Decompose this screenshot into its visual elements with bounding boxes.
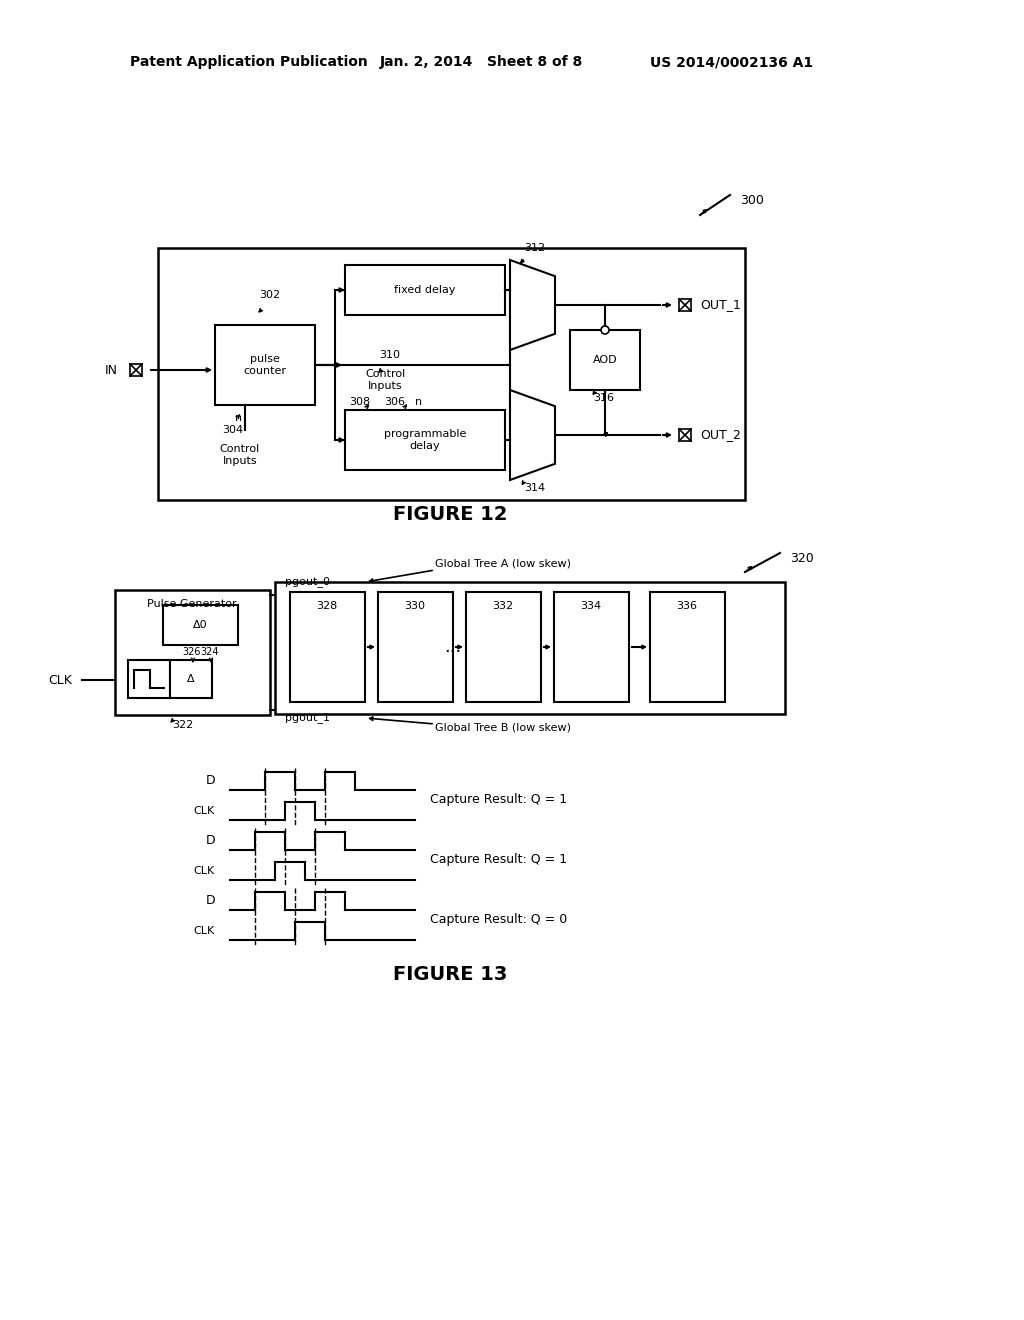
Polygon shape [510, 389, 555, 480]
Text: 328: 328 [316, 601, 338, 611]
Bar [275, 582, 785, 714]
Text: US 2014/0002136 A1: US 2014/0002136 A1 [650, 55, 813, 69]
Text: Δ0: Δ0 [193, 620, 207, 630]
Text: programmable
delay: programmable delay [384, 429, 466, 451]
Text: D: D [206, 895, 215, 908]
Text: CLK: CLK [194, 866, 215, 876]
Text: Capture Result: Q = 0: Capture Result: Q = 0 [430, 913, 567, 927]
Text: 330: 330 [404, 601, 426, 611]
Text: CLK: CLK [48, 673, 72, 686]
Text: 324: 324 [201, 647, 219, 657]
Text: 336: 336 [677, 601, 697, 611]
Text: OUT_1: OUT_1 [700, 298, 741, 312]
Text: pulse
counter: pulse counter [244, 354, 287, 376]
Text: n: n [234, 413, 242, 422]
Bar [554, 591, 629, 702]
Bar [679, 300, 691, 312]
Text: 312: 312 [524, 243, 546, 253]
Bar [115, 590, 270, 715]
Text: Global Tree A (low skew): Global Tree A (low skew) [435, 558, 571, 568]
Text: Control
Inputs: Control Inputs [220, 445, 260, 466]
Text: Capture Result: Q = 1: Capture Result: Q = 1 [430, 854, 567, 866]
Text: Global Tree B (low skew): Global Tree B (low skew) [435, 723, 571, 733]
Text: AOD: AOD [593, 355, 617, 366]
Circle shape [601, 326, 609, 334]
Bar [679, 429, 691, 441]
Text: 306: 306 [384, 397, 406, 407]
Polygon shape [510, 260, 555, 350]
Bar [650, 591, 725, 702]
Text: OUT_2: OUT_2 [700, 429, 741, 441]
Text: D: D [206, 775, 215, 788]
Text: Patent Application Publication: Patent Application Publication [130, 55, 368, 69]
Text: pgout_0: pgout_0 [285, 577, 330, 587]
Text: Control
Inputs: Control Inputs [365, 370, 406, 391]
Bar [290, 591, 365, 702]
Bar [378, 591, 453, 702]
Text: FIGURE 13: FIGURE 13 [393, 965, 507, 985]
Text: Jan. 2, 2014   Sheet 8 of 8: Jan. 2, 2014 Sheet 8 of 8 [380, 55, 584, 69]
Text: n: n [415, 397, 422, 407]
Bar [158, 248, 745, 500]
Text: Capture Result: Q = 1: Capture Result: Q = 1 [430, 793, 567, 807]
Text: 314: 314 [524, 483, 546, 492]
Text: pgout_1: pgout_1 [285, 713, 330, 723]
Text: 316: 316 [594, 393, 614, 403]
Text: CLK: CLK [194, 927, 215, 936]
Text: 310: 310 [380, 350, 400, 360]
Bar [345, 265, 505, 315]
Bar [466, 591, 541, 702]
Text: 334: 334 [581, 601, 601, 611]
Bar [170, 660, 212, 698]
Text: 302: 302 [259, 290, 281, 300]
Text: Δ: Δ [187, 675, 195, 684]
Bar [128, 660, 170, 698]
Text: FIGURE 12: FIGURE 12 [393, 506, 507, 524]
Text: 326: 326 [182, 647, 202, 657]
Bar [345, 411, 505, 470]
Text: 304: 304 [222, 425, 244, 436]
Text: D: D [206, 834, 215, 847]
Text: Pulse Generator: Pulse Generator [147, 599, 237, 609]
Text: 332: 332 [493, 601, 514, 611]
Text: fixed delay: fixed delay [394, 285, 456, 294]
Text: IN: IN [105, 363, 118, 376]
Text: 300: 300 [740, 194, 764, 206]
Bar [163, 605, 238, 645]
Text: 320: 320 [790, 552, 814, 565]
Bar [570, 330, 640, 389]
Text: CLK: CLK [194, 807, 215, 816]
Text: 322: 322 [172, 719, 194, 730]
Bar [215, 325, 315, 405]
Bar [130, 364, 142, 376]
Text: 308: 308 [349, 397, 371, 407]
Text: ...: ... [444, 638, 462, 656]
